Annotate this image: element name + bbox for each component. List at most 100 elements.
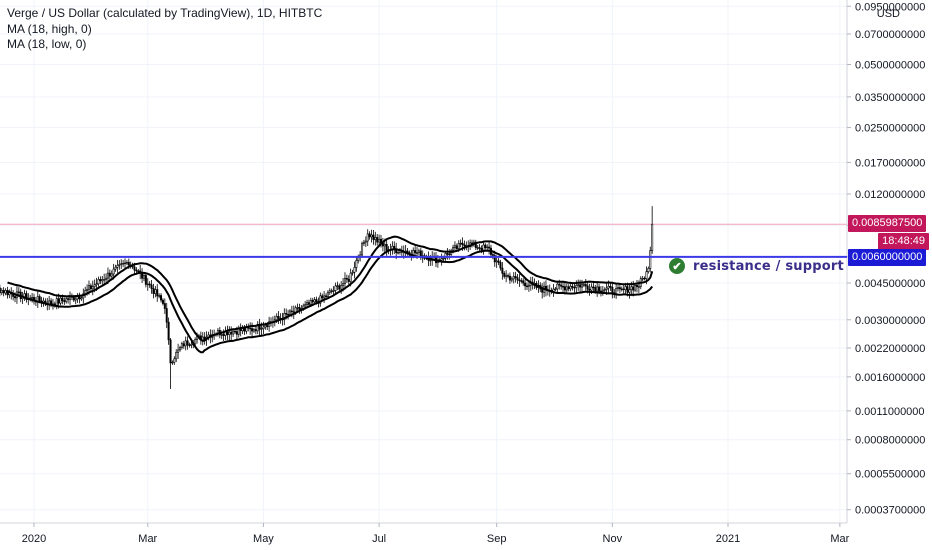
- y-tick-label: 0.0120000000: [855, 189, 925, 201]
- candle-body: [309, 299, 312, 305]
- candle-body: [558, 283, 561, 286]
- candle-body: [338, 285, 341, 290]
- candle-body: [59, 297, 62, 304]
- candle-body: [230, 331, 233, 335]
- candle-body: [2, 290, 5, 294]
- chart-legend: Verge / US Dollar (calculated by Trading…: [7, 6, 322, 53]
- candle-body: [101, 279, 104, 282]
- ma-low-label[interactable]: MA (18, low, 0): [7, 37, 87, 51]
- x-tick-label: 2021: [716, 533, 740, 545]
- candle-body: [499, 262, 502, 269]
- candle-body: [220, 334, 223, 336]
- candle-body: [57, 298, 60, 304]
- candle-body: [184, 340, 187, 347]
- candle-body: [112, 268, 115, 275]
- candle-body: [116, 264, 119, 268]
- candle-body: [307, 302, 310, 305]
- candle-body: [4, 290, 7, 294]
- candle-body: [158, 295, 161, 297]
- candle-body: [476, 247, 479, 249]
- candle-body: [569, 285, 572, 290]
- candle-body: [95, 283, 98, 286]
- candle-body: [575, 285, 578, 288]
- candle-body: [252, 329, 255, 332]
- candle-body: [241, 328, 244, 332]
- candle-body: [573, 286, 576, 289]
- candle-body: [571, 285, 574, 288]
- candle-body: [577, 284, 580, 286]
- candle-body: [118, 264, 121, 266]
- candle-body: [72, 296, 75, 301]
- candle-body: [501, 267, 504, 274]
- candle-body: [342, 283, 345, 286]
- candle-body: [554, 288, 557, 290]
- y-tick-label: 0.0950000000: [855, 1, 925, 13]
- candle-body: [615, 288, 618, 295]
- candle-body: [146, 283, 149, 286]
- candle-body: [510, 278, 513, 281]
- candle-body: [330, 290, 333, 292]
- candle-body: [173, 358, 176, 363]
- candle-body: [474, 241, 477, 248]
- check-icon: ✔: [669, 258, 685, 274]
- candle-body: [283, 313, 286, 321]
- candle-body: [328, 290, 331, 293]
- candle-body: [417, 250, 420, 254]
- candle-body: [25, 293, 28, 300]
- candle-body: [137, 270, 140, 273]
- candle-body: [345, 277, 348, 280]
- candle-body: [347, 278, 350, 282]
- candle-body: [446, 253, 449, 255]
- candle-body: [148, 283, 151, 286]
- candle-body: [175, 352, 178, 360]
- candle-body: [628, 289, 631, 293]
- candle-body: [78, 296, 81, 300]
- candle-body: [453, 245, 456, 248]
- candle-body: [108, 272, 111, 277]
- candle-body: [351, 271, 354, 274]
- candle-body: [524, 282, 527, 287]
- candle-body: [366, 233, 369, 242]
- candle-body: [556, 283, 559, 290]
- candle-body: [97, 279, 100, 285]
- candle-body: [508, 275, 511, 281]
- x-tick-label: 2020: [22, 533, 46, 545]
- candle-body: [507, 275, 510, 277]
- candle-body: [372, 234, 375, 240]
- candle-body: [296, 307, 299, 309]
- candle-body: [376, 237, 379, 243]
- candle-body: [319, 295, 322, 304]
- candle-body: [647, 268, 650, 272]
- candle-body: [397, 252, 400, 254]
- candle-body: [194, 339, 197, 345]
- x-tick-label: Mar: [830, 533, 849, 545]
- candle-body: [579, 284, 582, 288]
- candle-body: [343, 277, 346, 284]
- candle-body: [362, 241, 365, 244]
- candle-body: [154, 289, 157, 294]
- candle-body: [518, 279, 521, 282]
- level-annotation[interactable]: ✔ resistance / support: [669, 258, 844, 274]
- candle-body: [321, 295, 324, 299]
- symbol-title[interactable]: Verge / US Dollar (calculated by Trading…: [7, 6, 323, 20]
- candle-body: [103, 279, 106, 281]
- candle-body: [55, 298, 58, 306]
- candle-body: [171, 361, 174, 364]
- candle-body: [364, 240, 367, 243]
- candle-body: [127, 262, 130, 266]
- candle-body: [182, 343, 185, 347]
- candle-body: [91, 286, 94, 290]
- ma-high-label[interactable]: MA (18, high, 0): [7, 21, 92, 36]
- candle-body: [592, 286, 595, 289]
- candle-body: [228, 331, 231, 335]
- candle-body: [620, 288, 623, 291]
- candle-body: [645, 271, 648, 279]
- candle-body: [565, 286, 568, 291]
- candle-body: [598, 286, 601, 292]
- candle-body: [114, 266, 117, 270]
- candle-body: [601, 289, 604, 292]
- y-tick-label: 0.0016000000: [855, 372, 925, 384]
- candle-body: [527, 284, 530, 287]
- candle-body: [76, 296, 79, 300]
